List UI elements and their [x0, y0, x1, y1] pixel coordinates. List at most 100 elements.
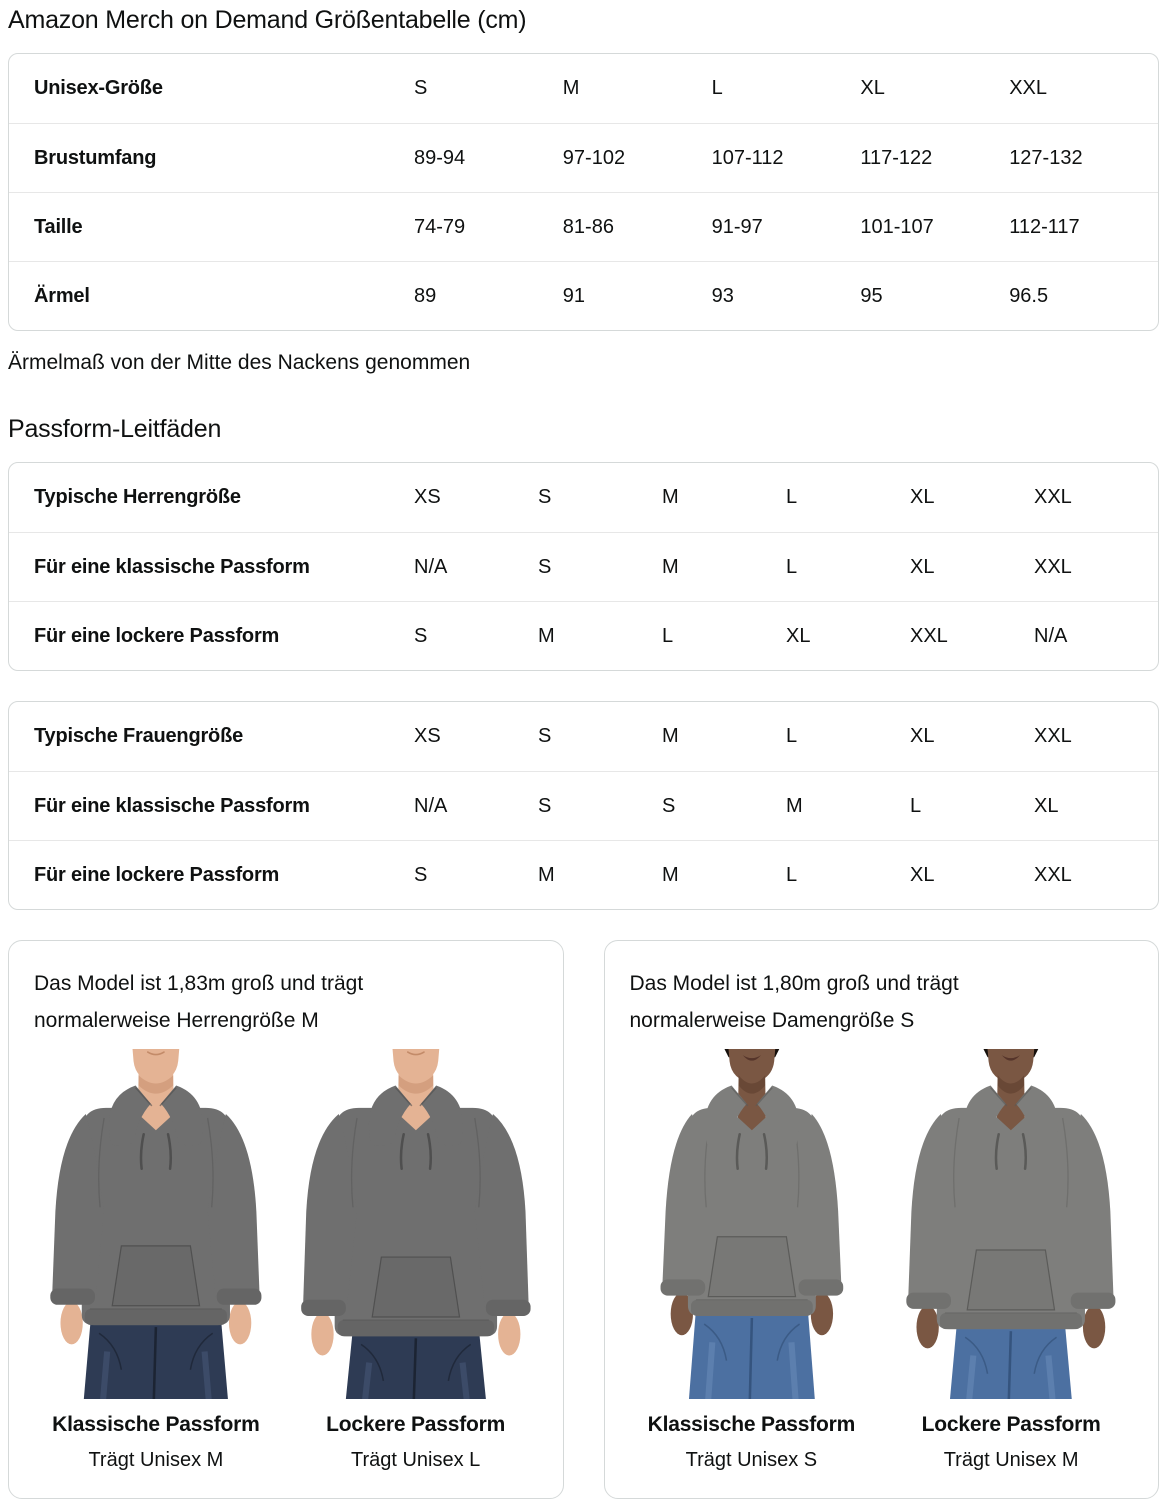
- table-row: Für eine klassische Passform N/A S S M L…: [9, 771, 1158, 840]
- fit-label: Klassische Passform: [52, 1413, 260, 1437]
- photo-caption: Klassische Passform Trägt Unisex S: [625, 1413, 879, 1472]
- womens-fit-table: Typische Frauengröße XS S M L XL XXL Für…: [8, 701, 1159, 910]
- table-row: Für eine klassische Passform N/A S M L X…: [9, 532, 1158, 601]
- model-photo-man-loose: [288, 1049, 543, 1400]
- table-cell: L: [786, 486, 798, 508]
- table-cell: M: [662, 725, 679, 747]
- table-cell: 101-107: [860, 215, 934, 238]
- table-cell: XL: [910, 863, 935, 886]
- table-cell: S: [414, 624, 428, 647]
- table-cell: S: [538, 725, 552, 747]
- table-cell: N/A: [414, 794, 448, 817]
- row-label: Für eine lockere Passform: [34, 624, 280, 647]
- table-cell: 97-102: [562, 146, 626, 169]
- model-photo-woman-loose: [884, 1049, 1138, 1400]
- table-cell: 112-117: [1009, 215, 1080, 238]
- photo-pair: Klassische Passform Trägt Unisex M Locke…: [29, 1049, 543, 1472]
- photo-caption: Klassische Passform Trägt Unisex M: [29, 1413, 283, 1472]
- photo-caption: Lockere Passform Trägt Unisex M: [884, 1413, 1138, 1472]
- table-cell: XXL: [910, 624, 948, 647]
- table-cell: S: [662, 794, 676, 817]
- table-cell: 91: [562, 284, 586, 307]
- photo-classic-fit: Klassische Passform Trägt Unisex M: [29, 1049, 283, 1472]
- model-description: Das Model ist 1,80m groß und trägt norma…: [629, 972, 959, 1032]
- table-row: Typische Frauengröße XS S M L XL XXL: [9, 702, 1158, 771]
- table-cell: S: [538, 794, 552, 817]
- row-label: Typische Herrengröße: [34, 486, 241, 508]
- photo-loose-fit: Lockere Passform Trägt Unisex M: [884, 1049, 1138, 1472]
- photo-pair: Klassische Passform Trägt Unisex S Locke…: [624, 1049, 1139, 1472]
- table-cell: XL: [910, 725, 935, 747]
- row-label: Für eine lockere Passform: [34, 863, 280, 886]
- table-cell: S: [538, 486, 552, 508]
- table-cell: XXL: [1034, 555, 1072, 578]
- table-cell: 89: [414, 284, 437, 307]
- table-cell: M: [786, 794, 803, 817]
- row-label: Unisex-Größe: [34, 77, 163, 99]
- table-cell: XL: [910, 555, 935, 578]
- photo-loose-fit: Lockere Passform Trägt Unisex L: [288, 1049, 543, 1472]
- row-label: Für eine klassische Passform: [34, 794, 310, 817]
- table-cell: XS: [414, 725, 441, 747]
- fit-label: Lockere Passform: [326, 1413, 506, 1437]
- table-cell: M: [662, 555, 679, 578]
- mens-fit-table: Typische Herrengröße XS S M L XL XXL Für…: [8, 462, 1159, 671]
- table-cell: 107-112: [711, 146, 784, 169]
- table-cell: M: [562, 77, 580, 99]
- table-cell: XXL: [1034, 725, 1072, 747]
- fit-label: Klassische Passform: [647, 1413, 856, 1437]
- table-cell: M: [538, 624, 555, 647]
- table-row: Typische Herrengröße XS S M L XL XXL: [9, 463, 1158, 532]
- mens-model-card: Das Model ist 1,83m groß und trägt norma…: [8, 940, 564, 1500]
- model-photo-man-classic: [29, 1049, 283, 1400]
- table-cell: 96.5: [1009, 284, 1049, 307]
- table-cell: L: [786, 555, 798, 578]
- table-row: Brustumfang 89-94 97-102 107-112 117-122…: [9, 123, 1158, 192]
- model-cards: Das Model ist 1,83m groß und trägt norma…: [8, 940, 1159, 1500]
- table-row: Für eine lockere Passform S M L XL XXL N…: [9, 601, 1158, 670]
- table-cell: L: [786, 725, 798, 747]
- table-cell: M: [662, 863, 679, 886]
- table-cell: L: [910, 794, 922, 817]
- page-title: Amazon Merch on Demand Größentabelle (cm…: [8, 6, 527, 34]
- size-worn-label: Trägt Unisex M: [943, 1449, 1079, 1472]
- table-row: Taille 74-79 81-86 91-97 101-107 112-117: [9, 192, 1158, 261]
- table-cell: N/A: [1034, 624, 1068, 647]
- sleeve-note: Ärmelmaß von der Mitte des Nackens genom…: [8, 351, 471, 374]
- table-cell: 89-94: [414, 146, 466, 169]
- table-row: Für eine lockere Passform S M M L XL XXL: [9, 840, 1158, 909]
- table-cell: L: [786, 863, 798, 886]
- row-label: Für eine klassische Passform: [34, 555, 310, 578]
- table-cell: XS: [414, 486, 441, 508]
- table-cell: XL: [1034, 794, 1059, 817]
- table-cell: XL: [910, 486, 935, 508]
- table-cell: XXL: [1034, 486, 1072, 508]
- fit-label: Lockere Passform: [921, 1413, 1101, 1437]
- photo-classic-fit: Klassische Passform Trägt Unisex S: [624, 1049, 879, 1472]
- table-cell: M: [538, 863, 555, 886]
- table-cell: S: [538, 555, 552, 578]
- row-label: Taille: [34, 215, 83, 238]
- table-cell: 74-79: [414, 215, 466, 238]
- table-cell: 81-86: [562, 215, 614, 238]
- table-cell: XL: [860, 77, 885, 99]
- table-cell: S: [414, 863, 428, 886]
- table-cell: N/A: [414, 555, 448, 578]
- row-label: Brustumfang: [34, 146, 157, 169]
- size-worn-label: Trägt Unisex S: [685, 1449, 818, 1472]
- fit-guides-heading: Passform-Leitfäden: [8, 415, 222, 443]
- womens-model-card: Das Model ist 1,80m groß und trägt norma…: [603, 940, 1159, 1500]
- size-worn-label: Trägt Unisex L: [350, 1449, 481, 1472]
- photo-caption: Lockere Passform Trägt Unisex L: [289, 1413, 543, 1472]
- size-table: Unisex-Größe S M L XL XXL Brustumfang 89…: [8, 53, 1159, 331]
- model-description: Das Model ist 1,83m groß und trägt norma…: [34, 972, 364, 1032]
- table-cell: 117-122: [860, 146, 933, 169]
- table-cell: XXL: [1009, 77, 1047, 99]
- table-cell: 127-132: [1009, 146, 1083, 169]
- row-label: Ärmel: [34, 284, 90, 307]
- table-cell: 95: [860, 284, 883, 307]
- model-photo-woman-classic: [624, 1049, 879, 1400]
- table-cell: XL: [786, 624, 811, 647]
- row-label: Typische Frauengröße: [34, 725, 244, 747]
